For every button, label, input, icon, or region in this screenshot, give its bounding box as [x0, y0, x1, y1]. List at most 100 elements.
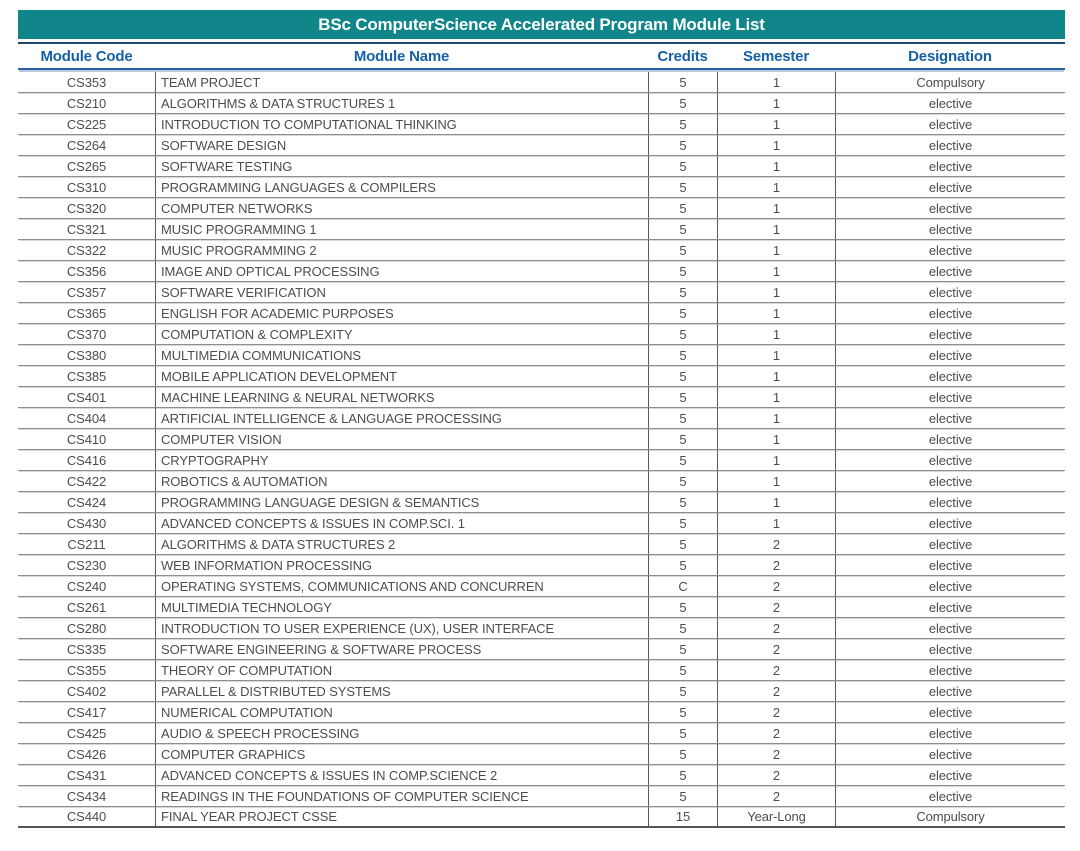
semester-cell: 1: [717, 408, 835, 428]
module-code-cell: CS240: [66, 578, 107, 594]
credits-cell: 5: [648, 618, 717, 638]
semester-cell: 1: [717, 177, 835, 197]
module-name-cell: MOBILE APPLICATION DEVELOPMENT: [155, 366, 648, 386]
module-code-cell: CS320: [66, 200, 107, 216]
table-row: CS335 SOFTWARE ENGINEERING & SOFTWARE PRO…: [18, 639, 1065, 660]
table-container: BSc ComputerScience Accelerated Program …: [18, 10, 1065, 828]
module-name-cell: SOFTWARE VERIFICATION: [155, 282, 648, 302]
credits-cell: 5: [648, 429, 717, 449]
module-name-cell: PROGRAMMING LANGUAGES & COMPILERS: [155, 177, 648, 197]
credits-cell: 5: [648, 72, 717, 92]
credits-cell: 5: [648, 240, 717, 260]
module-code-cell: CS321: [66, 221, 107, 237]
table-row: CS240 OPERATING SYSTEMS, COMMUNICATIONS A…: [18, 576, 1065, 597]
credits-cell: 5: [648, 534, 717, 554]
designation-cell: elective: [835, 240, 1065, 260]
module-name-cell: ALGORITHMS & DATA STRUCTURES 2: [155, 534, 648, 554]
module-name-cell: ALGORITHMS & DATA STRUCTURES 1: [155, 93, 648, 113]
module-code-cell: CS280: [66, 620, 107, 636]
module-code-cell: CS426: [66, 746, 107, 762]
designation-cell: elective: [835, 471, 1065, 491]
semester-cell: 2: [717, 681, 835, 701]
credits-cell: 5: [648, 555, 717, 575]
module-name-cell: THEORY OF COMPUTATION: [155, 660, 648, 680]
table-row: CS370 COMPUTATION & COMPLEXITY 5 1 elective: [18, 324, 1065, 345]
credits-cell: 5: [648, 282, 717, 302]
table-row: CS422 ROBOTICS & AUTOMATION 5 1 elective: [18, 471, 1065, 492]
designation-cell: elective: [835, 261, 1065, 281]
module-name-cell: PARALLEL & DISTRIBUTED SYSTEMS: [155, 681, 648, 701]
semester-cell: 1: [717, 261, 835, 281]
designation-cell: elective: [835, 576, 1065, 596]
table-row: CS385 MOBILE APPLICATION DEVELOPMENT 5 1 ele…: [18, 366, 1065, 387]
designation-cell: elective: [835, 702, 1065, 722]
table-row: CS353 TEAM PROJECT 5 1 Compulsory: [18, 72, 1065, 93]
semester-cell: 1: [717, 93, 835, 113]
module-name-cell: ADVANCED CONCEPTS & ISSUES IN COMP.SCI. …: [155, 513, 648, 533]
module-code-cell: CS422: [66, 473, 107, 489]
module-code-cell: CS431: [66, 767, 107, 783]
module-name-cell: COMPUTATION & COMPLEXITY: [155, 324, 648, 344]
table-row: CS430 ADVANCED CONCEPTS & ISSUES IN COMP.…: [18, 513, 1065, 534]
credits-cell: 5: [648, 702, 717, 722]
table-row: CS404 ARTIFICIAL INTELLIGENCE & LANGUAGE …: [18, 408, 1065, 429]
table-header: Module Code Module Name Credits Semester…: [18, 44, 1065, 70]
table-row: CS417 NUMERICAL COMPUTATION 5 2 elective: [18, 702, 1065, 723]
table-row: CS365 ENGLISH FOR ACADEMIC PURPOSES 5 1 elec…: [18, 303, 1065, 324]
table-row: CS261 MULTIMEDIA TECHNOLOGY 5 2 elective: [18, 597, 1065, 618]
semester-cell: 1: [717, 240, 835, 260]
designation-cell: elective: [835, 114, 1065, 134]
credits-cell: 5: [648, 765, 717, 785]
table-row: CS416 CRYPTOGRAPHY 5 1 elective: [18, 450, 1065, 471]
semester-cell: 1: [717, 471, 835, 491]
module-name-cell: MUSIC PROGRAMMING 2: [155, 240, 648, 260]
table-row: CS434 READINGS IN THE FOUNDATIONS OF COMP…: [18, 786, 1065, 807]
module-code-cell: CS230: [66, 557, 107, 573]
credits-cell: 5: [648, 177, 717, 197]
table-row: CS410 COMPUTER VISION 5 1 elective: [18, 429, 1065, 450]
semester-cell: 1: [717, 492, 835, 512]
credits-cell: 5: [648, 135, 717, 155]
module-name-cell: ROBOTICS & AUTOMATION: [155, 471, 648, 491]
semester-cell: 2: [717, 702, 835, 722]
semester-cell: 2: [717, 618, 835, 638]
module-code-cell: CS357: [66, 284, 107, 300]
page-title: BSc ComputerScience Accelerated Program …: [18, 10, 1065, 39]
semester-cell: 1: [717, 219, 835, 239]
credits-cell: 5: [648, 324, 717, 344]
module-code-cell: CS356: [66, 263, 107, 279]
designation-cell: elective: [835, 219, 1065, 239]
module-code-cell: CS370: [66, 326, 107, 342]
module-code-cell: CS430: [66, 515, 107, 531]
designation-cell: elective: [835, 198, 1065, 218]
module-code-cell: CS401: [66, 389, 107, 405]
credits-cell: 5: [648, 450, 717, 470]
module-name-cell: INTRODUCTION TO COMPUTATIONAL THINKING: [155, 114, 648, 134]
table-row: CS210 ALGORITHMS & DATA STRUCTURES 1 5 1 ele…: [18, 93, 1065, 114]
semester-cell: 1: [717, 282, 835, 302]
designation-cell: elective: [835, 639, 1065, 659]
module-name-cell: OPERATING SYSTEMS, COMMUNICATIONS AND CO…: [155, 576, 648, 596]
designation-cell: elective: [835, 324, 1065, 344]
semester-cell: 2: [717, 765, 835, 785]
header-cell-designation: Designation: [908, 47, 992, 65]
credits-cell: 5: [648, 261, 717, 281]
semester-cell: 1: [717, 198, 835, 218]
designation-cell: elective: [835, 93, 1065, 113]
designation-cell: elective: [835, 597, 1065, 617]
module-code-cell: CS402: [66, 683, 107, 699]
module-name-cell: AUDIO & SPEECH PROCESSING: [155, 723, 648, 743]
table-row: CS265 SOFTWARE TESTING 5 1 elective: [18, 156, 1065, 177]
module-code-cell: CS440: [66, 809, 107, 824]
table-row: CS264 SOFTWARE DESIGN 5 1 elective: [18, 135, 1065, 156]
module-code-cell: CS261: [66, 599, 107, 615]
table-row: CS321 MUSIC PROGRAMMING 1 5 1 elective: [18, 219, 1065, 240]
credits-cell: 5: [648, 660, 717, 680]
credits-cell: 5: [648, 492, 717, 512]
module-name-cell: ARTIFICIAL INTELLIGENCE & LANGUAGE PROCE…: [155, 408, 648, 428]
module-code-cell: CS404: [66, 410, 107, 426]
module-code-cell: CS335: [66, 641, 107, 657]
header-cell-module-name: Module Name: [353, 47, 450, 65]
semester-cell: 1: [717, 114, 835, 134]
